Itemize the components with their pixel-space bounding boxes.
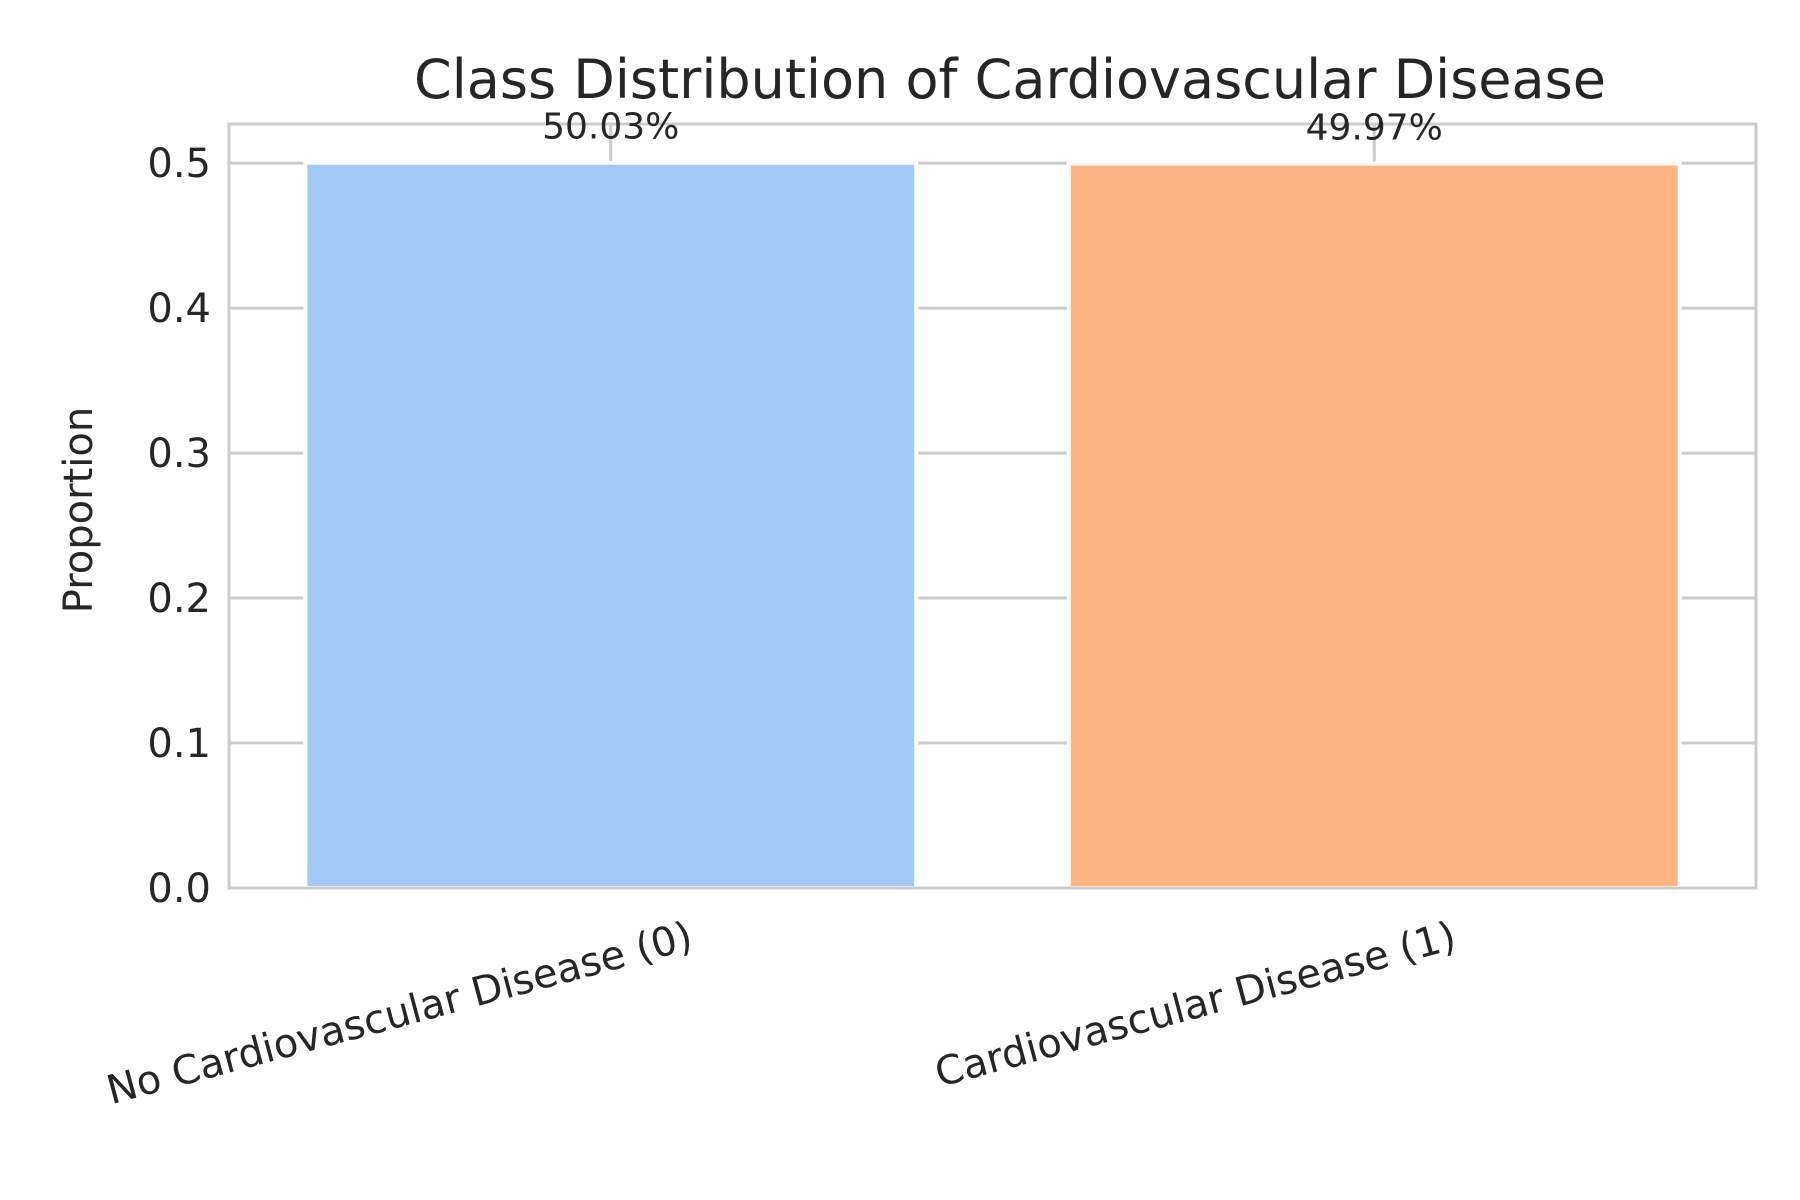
bar [1066,161,1682,891]
chart-title: Class Distribution of Cardiovascular Dis… [414,48,1606,111]
y-axis-label: Proportion [56,407,102,613]
y-tick-label: 0.2 [147,576,211,622]
bars [303,160,1682,891]
y-tick-label: 0.5 [147,141,211,187]
plot-frame [227,122,1758,890]
y-tick-label: 0.4 [147,286,211,332]
y-tick-label: 0.3 [147,431,211,477]
data-labels: 50.03% 49.97% [542,107,1443,149]
y-tick-labels: 0.0 0.1 0.2 0.3 0.4 0.5 [147,141,211,912]
y-tick-label: 0.0 [147,866,211,912]
bar-data-label: 49.97% [1306,108,1443,149]
bar [303,160,919,890]
bar-data-label: 50.03% [542,107,679,148]
y-tick-label: 0.1 [147,721,211,767]
